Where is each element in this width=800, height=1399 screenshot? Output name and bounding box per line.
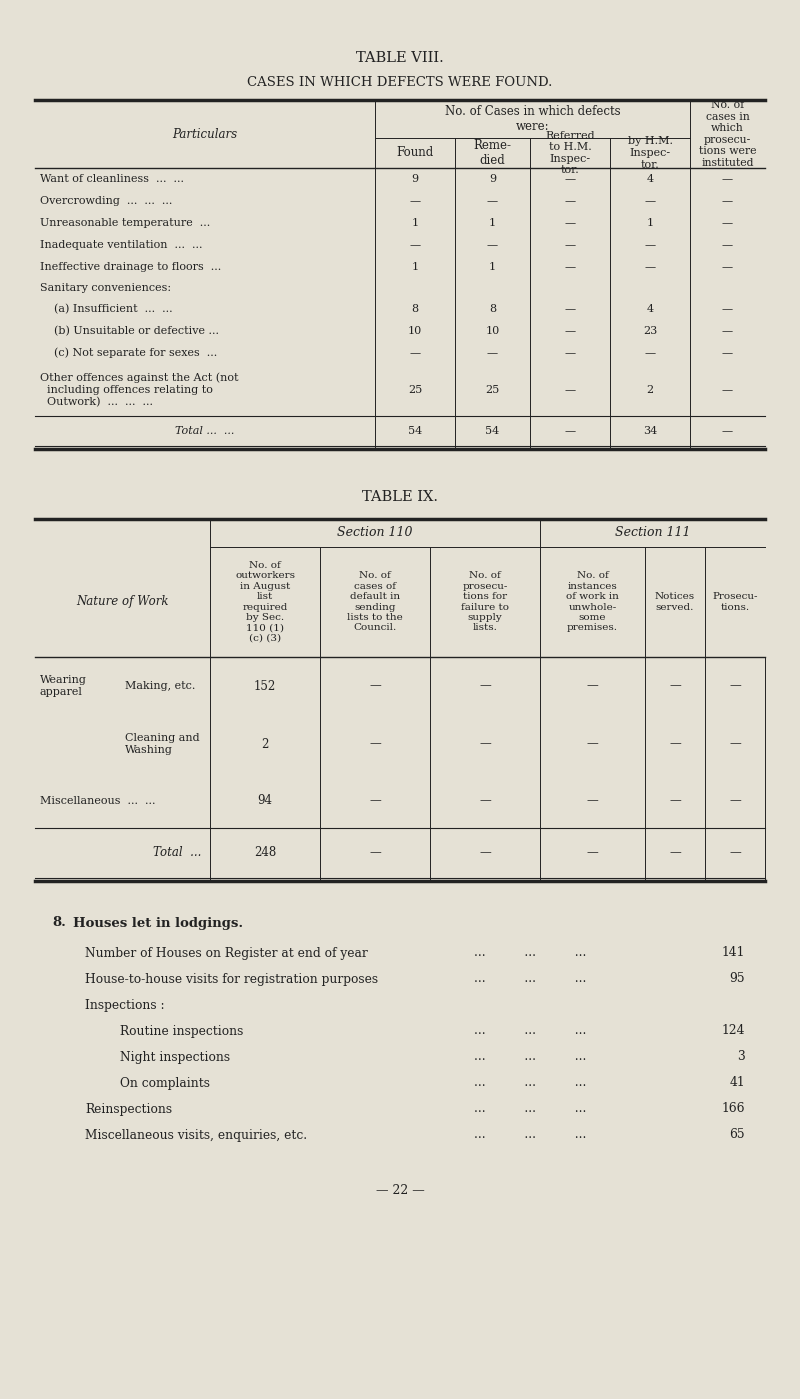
Text: 166: 166 xyxy=(722,1102,745,1115)
Text: Routine inspections: Routine inspections xyxy=(120,1024,243,1038)
Text: ...          ...          ...: ... ... ... xyxy=(474,947,586,960)
Text: Notices
served.: Notices served. xyxy=(655,592,695,611)
Text: —: — xyxy=(645,262,655,271)
Text: —: — xyxy=(669,795,681,807)
Text: 1: 1 xyxy=(646,218,654,228)
Text: Miscellaneous visits, enquiries, etc.: Miscellaneous visits, enquiries, etc. xyxy=(85,1129,307,1142)
Text: —: — xyxy=(369,846,381,859)
Text: —: — xyxy=(479,846,491,859)
Text: 25: 25 xyxy=(408,385,422,395)
Text: CASES IN WHICH DEFECTS WERE FOUND.: CASES IN WHICH DEFECTS WERE FOUND. xyxy=(247,76,553,88)
Text: 4: 4 xyxy=(646,304,654,313)
Text: TABLE IX.: TABLE IX. xyxy=(362,490,438,504)
Text: (a) Insufficient  ...  ...: (a) Insufficient ... ... xyxy=(40,304,173,315)
Text: (b) Unsuitable or defective ...: (b) Unsuitable or defective ... xyxy=(40,326,219,336)
Text: —: — xyxy=(369,737,381,750)
Text: —: — xyxy=(565,385,575,395)
Text: Overcrowding  ...  ...  ...: Overcrowding ... ... ... xyxy=(40,196,172,206)
Text: 141: 141 xyxy=(722,947,745,960)
Text: 9: 9 xyxy=(489,173,496,185)
Text: Nature of Work: Nature of Work xyxy=(76,596,169,609)
Text: —: — xyxy=(729,795,741,807)
Text: —: — xyxy=(479,737,491,750)
Text: No. of Cases in which defects
were:: No. of Cases in which defects were: xyxy=(445,105,620,133)
Text: ...          ...          ...: ... ... ... xyxy=(474,1129,586,1142)
Text: 3: 3 xyxy=(738,1051,745,1063)
Text: Sanitary conveniences:: Sanitary conveniences: xyxy=(40,283,171,292)
Text: 1: 1 xyxy=(489,262,496,271)
Text: No. of
instances
of work in
unwhole-
some
premises.: No. of instances of work in unwhole- som… xyxy=(566,572,619,632)
Text: 8: 8 xyxy=(489,304,496,313)
Text: —: — xyxy=(565,427,575,436)
Text: —: — xyxy=(410,241,421,250)
Text: Miscellaneous  ...  ...: Miscellaneous ... ... xyxy=(40,796,155,806)
Text: 124: 124 xyxy=(722,1024,745,1038)
Text: Total ...  ...: Total ... ... xyxy=(175,427,234,436)
Text: Night inspections: Night inspections xyxy=(120,1051,230,1063)
Text: —: — xyxy=(586,680,598,693)
Text: 95: 95 xyxy=(730,972,745,985)
Text: —: — xyxy=(729,680,741,693)
Text: 54: 54 xyxy=(408,427,422,436)
Text: —: — xyxy=(645,348,655,358)
Text: —: — xyxy=(722,241,733,250)
Text: Inspections :: Inspections : xyxy=(85,999,165,1011)
Text: ...          ...          ...: ... ... ... xyxy=(474,1076,586,1090)
Text: No. of
outworkers
in August
list
required
by Sec.
110 (1)
(c) (3): No. of outworkers in August list require… xyxy=(235,561,295,644)
Text: —: — xyxy=(722,262,733,271)
Text: —: — xyxy=(722,385,733,395)
Text: ...          ...          ...: ... ... ... xyxy=(474,1102,586,1115)
Text: —: — xyxy=(487,196,498,206)
Text: House-to-house visits for registration purposes: House-to-house visits for registration p… xyxy=(85,972,378,985)
Text: —: — xyxy=(487,348,498,358)
Text: 34: 34 xyxy=(643,427,657,436)
Text: —: — xyxy=(586,795,598,807)
Text: 2: 2 xyxy=(262,737,269,750)
Text: 41: 41 xyxy=(730,1076,745,1090)
Text: —: — xyxy=(410,196,421,206)
Text: 1: 1 xyxy=(411,218,418,228)
Text: 8.: 8. xyxy=(52,916,66,929)
Text: —: — xyxy=(586,737,598,750)
Text: by H.M.
Inspec-
tor.: by H.M. Inspec- tor. xyxy=(627,136,673,169)
Text: —: — xyxy=(565,304,575,313)
Text: —: — xyxy=(722,173,733,185)
Text: (c) Not separate for sexes  ...: (c) Not separate for sexes ... xyxy=(40,348,218,358)
Text: Making, etc.: Making, etc. xyxy=(125,681,195,691)
Text: —: — xyxy=(722,326,733,336)
Text: 152: 152 xyxy=(254,680,276,693)
Text: No. of
cases in
which
prosecu-
tions were
instituted: No. of cases in which prosecu- tions wer… xyxy=(698,99,756,168)
Text: ...          ...          ...: ... ... ... xyxy=(474,1051,586,1063)
Text: Referred
to H.M.
Inspec-
tor.: Referred to H.M. Inspec- tor. xyxy=(545,130,595,175)
Text: 23: 23 xyxy=(643,326,657,336)
Text: — 22 —: — 22 — xyxy=(376,1185,424,1198)
Text: Ineffective drainage to floors  ...: Ineffective drainage to floors ... xyxy=(40,262,222,271)
Text: —: — xyxy=(479,680,491,693)
Text: —: — xyxy=(565,348,575,358)
Text: —: — xyxy=(565,241,575,250)
Text: —: — xyxy=(479,795,491,807)
Text: —: — xyxy=(729,737,741,750)
Text: 1: 1 xyxy=(489,218,496,228)
Text: Inadequate ventilation  ...  ...: Inadequate ventilation ... ... xyxy=(40,241,202,250)
Text: —: — xyxy=(722,196,733,206)
Text: 4: 4 xyxy=(646,173,654,185)
Text: 9: 9 xyxy=(411,173,418,185)
Text: Reinspections: Reinspections xyxy=(85,1102,172,1115)
Text: 248: 248 xyxy=(254,846,276,859)
Text: —: — xyxy=(669,680,681,693)
Text: Particulars: Particulars xyxy=(173,127,238,140)
Text: —: — xyxy=(565,173,575,185)
Text: —: — xyxy=(565,196,575,206)
Text: No. of
prosecu-
tions for
failure to
supply
lists.: No. of prosecu- tions for failure to sup… xyxy=(461,572,509,632)
Text: —: — xyxy=(722,304,733,313)
Text: 10: 10 xyxy=(486,326,500,336)
Text: 1: 1 xyxy=(411,262,418,271)
Text: Other offences against the Act (not
  including offences relating to
  Outwork) : Other offences against the Act (not incl… xyxy=(40,374,238,407)
Text: 25: 25 xyxy=(486,385,500,395)
Text: TABLE VIII.: TABLE VIII. xyxy=(356,50,444,64)
Text: Number of Houses on Register at end of year: Number of Houses on Register at end of y… xyxy=(85,947,368,960)
Text: Unreasonable temperature  ...: Unreasonable temperature ... xyxy=(40,218,210,228)
Text: 2: 2 xyxy=(646,385,654,395)
Text: —: — xyxy=(586,846,598,859)
